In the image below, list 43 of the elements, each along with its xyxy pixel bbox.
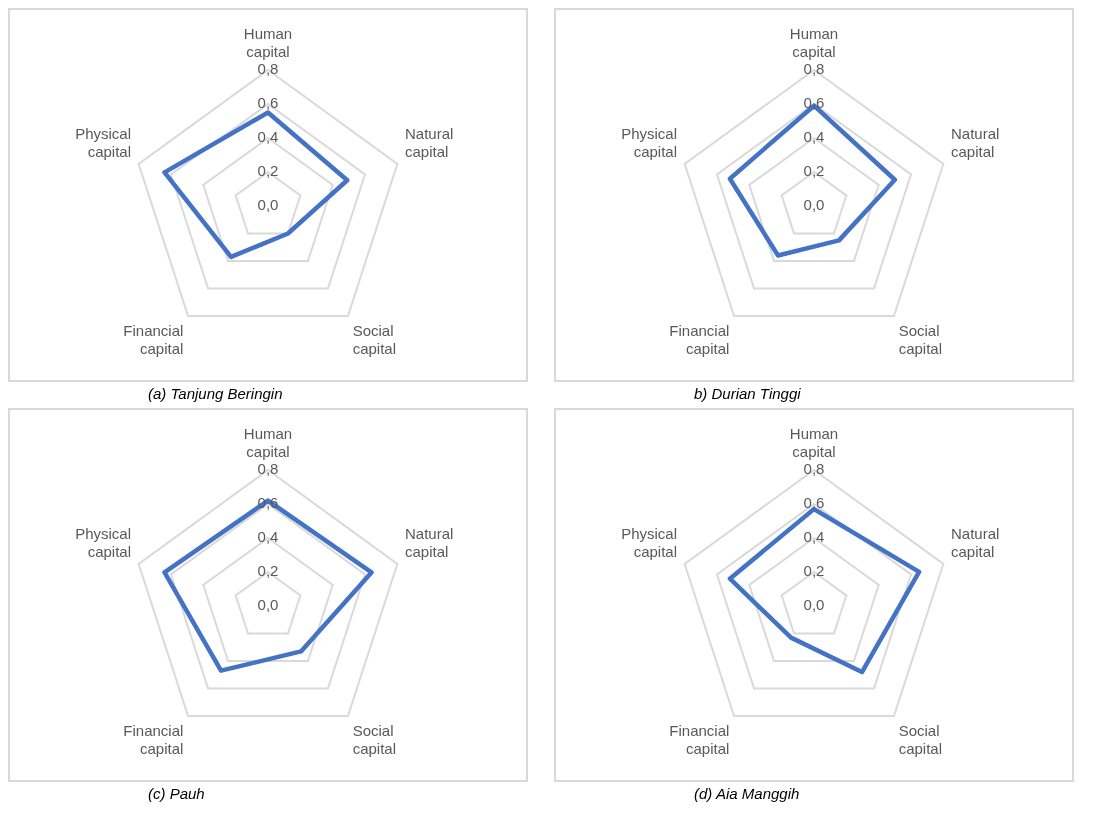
spoke-label: Social capital — [898, 721, 942, 757]
spoke-label: Financial capital — [123, 721, 184, 757]
spoke-label: Natural capital — [404, 124, 454, 160]
spoke-label: Physical capital — [621, 524, 678, 560]
y-tick-label: 0,4 — [257, 528, 279, 546]
spoke-label: Natural capital — [950, 524, 1000, 560]
y-tick-label: 0,4 — [803, 528, 825, 546]
spoke-label: Social capital — [898, 321, 942, 357]
y-tick-label: 0,6 — [257, 94, 279, 112]
y-tick-label: 0,2 — [803, 562, 825, 580]
spoke-label: Human capital — [243, 425, 293, 461]
spoke-label: Financial capital — [669, 721, 730, 757]
y-tick-label: 0,6 — [803, 94, 825, 112]
y-tick-label: 0,0 — [803, 196, 825, 214]
spoke-label: Physical capital — [621, 124, 678, 160]
y-tick-label: 0,8 — [257, 60, 279, 78]
spoke-label: Human capital — [789, 25, 839, 61]
text: (d) Aia Manggih — [693, 784, 801, 804]
spoke-label: Natural capital — [950, 124, 1000, 160]
y-tick-label: 0,8 — [803, 60, 825, 78]
spoke-label: Human capital — [789, 425, 839, 461]
spoke-label: Human capital — [243, 25, 293, 61]
text: (a) Tanjung Beringin — [147, 384, 284, 404]
spoke-label: Social capital — [352, 321, 396, 357]
spoke-label: Natural capital — [404, 524, 454, 560]
spoke-label: Social capital — [352, 721, 396, 757]
y-tick-label: 0,4 — [257, 128, 279, 146]
y-tick-label: 0,2 — [803, 162, 825, 180]
spoke-label: Financial capital — [669, 321, 730, 357]
y-tick-label: 0,8 — [803, 460, 825, 478]
spoke-label: Financial capital — [123, 321, 184, 357]
y-tick-label: 0,0 — [257, 196, 279, 214]
y-tick-label: 0,4 — [803, 128, 825, 146]
y-tick-label: 0,6 — [803, 494, 825, 512]
spoke-label: Physical capital — [75, 124, 132, 160]
y-tick-label: 0,0 — [803, 596, 825, 614]
y-tick-label: 0,0 — [257, 596, 279, 614]
text: b) Durian Tinggi — [693, 384, 802, 404]
y-tick-label: 0,2 — [257, 562, 279, 580]
y-tick-label: 0,2 — [257, 162, 279, 180]
spoke-label: Physical capital — [75, 524, 132, 560]
text: (c) Pauh — [147, 784, 206, 804]
y-tick-label: 0,8 — [257, 460, 279, 478]
